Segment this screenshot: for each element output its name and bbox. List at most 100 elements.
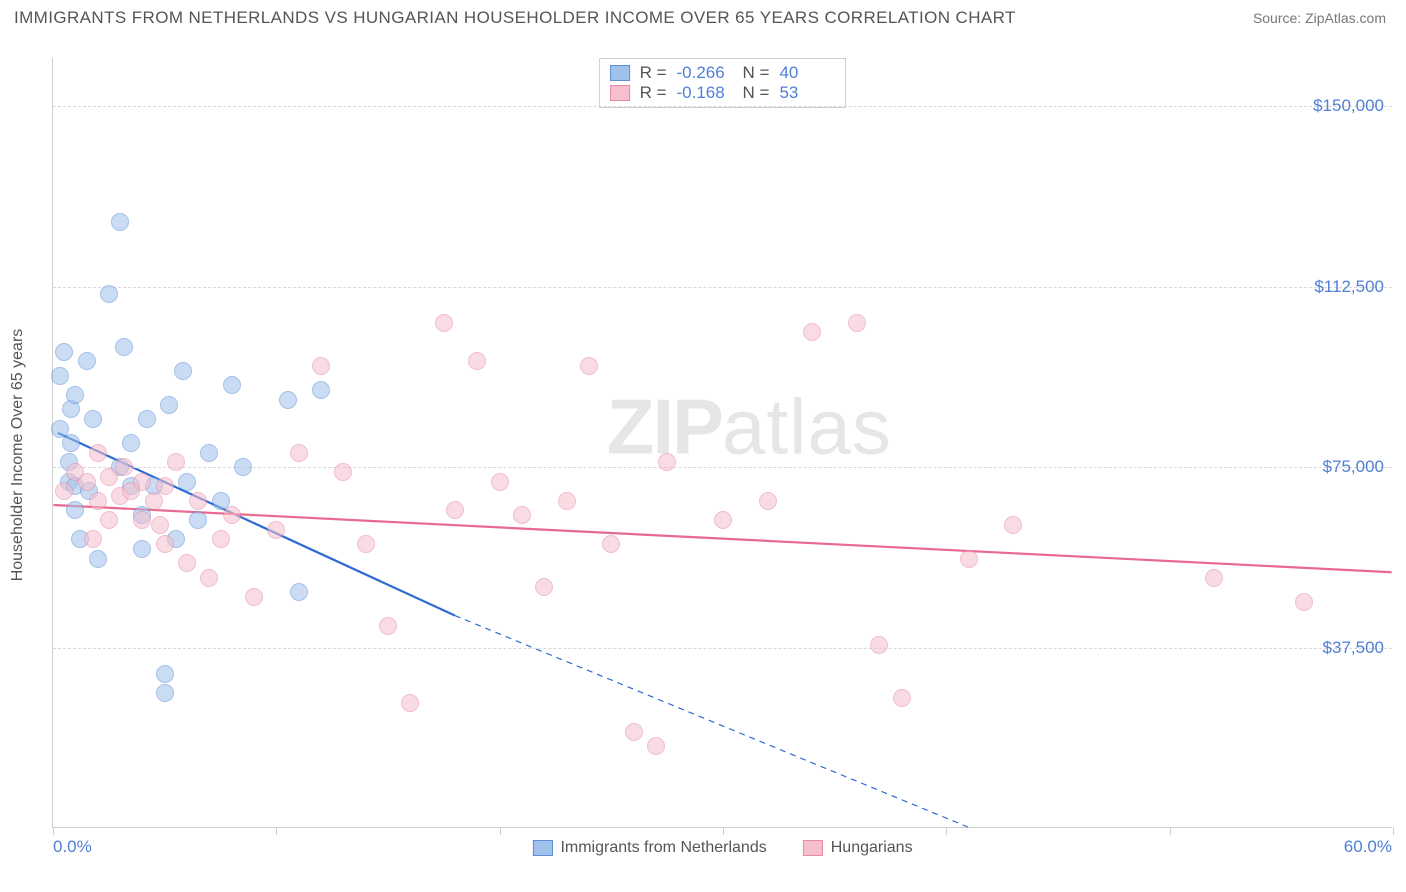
scatter-point bbox=[133, 473, 151, 491]
scatter-point bbox=[189, 492, 207, 510]
scatter-point bbox=[156, 684, 174, 702]
x-axis-tick bbox=[723, 827, 724, 835]
scatter-point bbox=[234, 458, 252, 476]
scatter-point bbox=[111, 213, 129, 231]
x-axis-tick bbox=[276, 827, 277, 835]
scatter-point bbox=[1004, 516, 1022, 534]
scatter-point bbox=[55, 482, 73, 500]
x-axis-min-label: 0.0% bbox=[53, 837, 92, 857]
scatter-point bbox=[78, 352, 96, 370]
y-axis-tick-label: $112,500 bbox=[1314, 277, 1384, 297]
scatter-point bbox=[870, 636, 888, 654]
scatter-point bbox=[66, 386, 84, 404]
scatter-point bbox=[625, 723, 643, 741]
scatter-point bbox=[122, 434, 140, 452]
scatter-point bbox=[848, 314, 866, 332]
stat-r-val-1: -0.168 bbox=[677, 83, 733, 103]
stat-r-label: R = bbox=[640, 83, 667, 103]
stats-row: R = -0.168 N = 53 bbox=[610, 83, 836, 103]
scatter-point bbox=[647, 737, 665, 755]
scatter-point bbox=[290, 583, 308, 601]
title-bar: IMMIGRANTS FROM NETHERLANDS VS HUNGARIAN… bbox=[0, 0, 1406, 34]
stat-n-val-1: 53 bbox=[779, 83, 835, 103]
scatter-point bbox=[51, 367, 69, 385]
scatter-point bbox=[78, 473, 96, 491]
scatter-point bbox=[491, 473, 509, 491]
scatter-point bbox=[167, 453, 185, 471]
scatter-point bbox=[435, 314, 453, 332]
scatter-point bbox=[156, 665, 174, 683]
legend-swatch-icon bbox=[532, 840, 552, 856]
scatter-point bbox=[189, 511, 207, 529]
scatter-point bbox=[84, 530, 102, 548]
x-axis-tick bbox=[500, 827, 501, 835]
stat-n-val-0: 40 bbox=[779, 63, 835, 83]
scatter-point bbox=[133, 511, 151, 529]
scatter-point bbox=[178, 554, 196, 572]
scatter-point bbox=[535, 578, 553, 596]
scatter-point bbox=[138, 410, 156, 428]
source-label: Source: ZipAtlas.com bbox=[1253, 10, 1386, 26]
legend-swatch-1 bbox=[610, 85, 630, 101]
scatter-point bbox=[513, 506, 531, 524]
y-gridline bbox=[53, 648, 1392, 649]
scatter-point bbox=[115, 458, 133, 476]
scatter-point bbox=[156, 477, 174, 495]
scatter-point bbox=[100, 285, 118, 303]
scatter-point bbox=[312, 357, 330, 375]
scatter-point bbox=[133, 540, 151, 558]
legend-label-0: Immigrants from Netherlands bbox=[560, 839, 766, 857]
scatter-point bbox=[602, 535, 620, 553]
bottom-legend: Immigrants from Netherlands Hungarians bbox=[532, 839, 912, 857]
y-axis-tick-label: $37,500 bbox=[1323, 638, 1384, 658]
scatter-point bbox=[151, 516, 169, 534]
scatter-point bbox=[334, 463, 352, 481]
scatter-point bbox=[200, 444, 218, 462]
scatter-point bbox=[174, 362, 192, 380]
scatter-point bbox=[1295, 593, 1313, 611]
scatter-point bbox=[1205, 569, 1223, 587]
legend-item: Immigrants from Netherlands bbox=[532, 839, 766, 857]
scatter-point bbox=[89, 444, 107, 462]
scatter-point bbox=[160, 396, 178, 414]
trend-lines-svg bbox=[53, 58, 1392, 827]
y-axis-title: Householder Income Over 65 years bbox=[9, 329, 27, 582]
stat-n-label: N = bbox=[743, 83, 770, 103]
scatter-point bbox=[156, 535, 174, 553]
stat-r-label: R = bbox=[640, 63, 667, 83]
scatter-point bbox=[803, 323, 821, 341]
scatter-point bbox=[212, 530, 230, 548]
scatter-point bbox=[401, 694, 419, 712]
x-axis-tick bbox=[53, 827, 54, 835]
scatter-point bbox=[178, 473, 196, 491]
scatter-point bbox=[55, 343, 73, 361]
scatter-point bbox=[62, 434, 80, 452]
scatter-point bbox=[658, 453, 676, 471]
stat-r-val-0: -0.266 bbox=[677, 63, 733, 83]
y-gridline bbox=[53, 106, 1392, 107]
stat-n-label: N = bbox=[743, 63, 770, 83]
scatter-point bbox=[759, 492, 777, 510]
scatter-point bbox=[245, 588, 263, 606]
scatter-point bbox=[960, 550, 978, 568]
scatter-point bbox=[84, 410, 102, 428]
legend-swatch-icon bbox=[803, 840, 823, 856]
scatter-point bbox=[100, 511, 118, 529]
scatter-point bbox=[66, 501, 84, 519]
scatter-point bbox=[893, 689, 911, 707]
scatter-point bbox=[89, 550, 107, 568]
scatter-point bbox=[115, 338, 133, 356]
x-axis-tick bbox=[1393, 827, 1394, 835]
scatter-point bbox=[312, 381, 330, 399]
scatter-point bbox=[223, 506, 241, 524]
scatter-point bbox=[468, 352, 486, 370]
stats-legend: R = -0.266 N = 40 R = -0.168 N = 53 bbox=[599, 58, 847, 108]
watermark-light: atlas bbox=[722, 383, 892, 471]
x-axis-tick bbox=[1170, 827, 1171, 835]
chart-title: IMMIGRANTS FROM NETHERLANDS VS HUNGARIAN… bbox=[14, 8, 1016, 28]
scatter-point bbox=[357, 535, 375, 553]
chart-container: IMMIGRANTS FROM NETHERLANDS VS HUNGARIAN… bbox=[0, 0, 1406, 892]
scatter-point bbox=[558, 492, 576, 510]
y-gridline bbox=[53, 467, 1392, 468]
scatter-point bbox=[200, 569, 218, 587]
